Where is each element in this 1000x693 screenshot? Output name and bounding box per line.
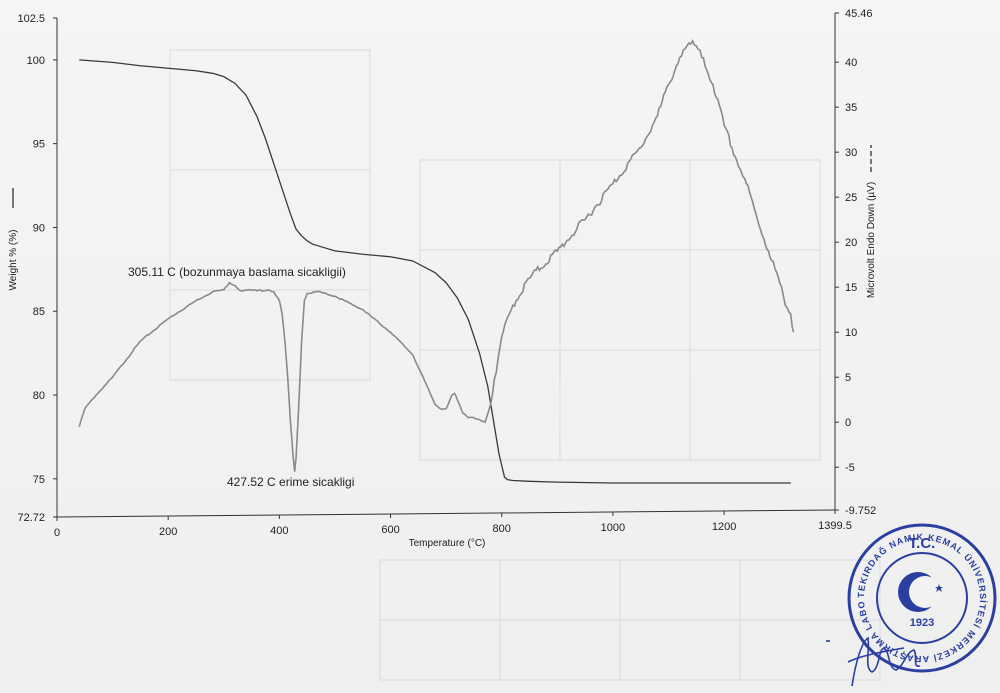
crescent-star-emblem	[898, 572, 943, 612]
x-tick-label: 600	[381, 524, 399, 536]
right-tick-label: 25	[845, 192, 857, 204]
right-tick-label: 45.46	[845, 8, 873, 20]
right-tick-label: 30	[845, 147, 857, 159]
left-tick-label: 80	[33, 390, 45, 402]
right-tick-label: -5	[845, 462, 855, 474]
annotation-decomposition-onset: 305.11 C (bozunmaya baslama sicakligii)	[128, 265, 346, 279]
x-axis-title: Temperature (°C)	[409, 538, 486, 549]
left-tick-label: 102.5	[17, 13, 45, 25]
left-axis-title-group: Weight % (%)	[8, 188, 19, 290]
left-axis-title: Weight % (%)	[8, 230, 19, 291]
right-tick-label: 5	[845, 372, 851, 384]
right-axis-title: Microvolt Endo Down (µV)	[866, 182, 877, 298]
left-tick-label: 95	[33, 139, 45, 151]
x-tick-label: 1000	[601, 522, 625, 534]
x-tick-label: 200	[159, 526, 177, 538]
series-microvolt-curve	[78, 39, 795, 472]
official-stamp: TEKIRDAĞ NAMIK KEMAL ÜNİVERSİTESİ MERKEZ…	[847, 523, 997, 673]
x-tick-label: 1200	[712, 521, 736, 533]
x-axis-ticks: 0 200 400 600 800 1000 1200 1399.5	[54, 510, 852, 539]
right-axis-ticks: -9.752 -5 0 5 10 15 20 25 30 35 40 45.46	[835, 8, 876, 517]
left-tick-label: 75	[33, 474, 45, 486]
bleed-through-pattern	[169, 49, 881, 681]
right-tick-label: -9.752	[845, 505, 876, 517]
bottom-axis-line	[56, 509, 836, 518]
x-tick-label: 1399.5	[818, 520, 852, 532]
right-tick-label: 40	[845, 57, 857, 69]
left-tick-label: 85	[33, 306, 45, 318]
stamp-year: 1923	[910, 617, 934, 629]
left-axis-ticks: 72.72 75 80 85 90 95 100 102.5	[17, 13, 57, 524]
right-axis-title-group: Microvolt Endo Down (µV)	[866, 145, 877, 298]
series-weight-curve	[79, 59, 791, 484]
right-tick-label: 35	[845, 102, 857, 114]
stamp-outer-ring	[847, 523, 997, 673]
x-tick-label: 0	[54, 527, 60, 539]
x-tick-label: 400	[270, 525, 288, 537]
right-tick-label: 10	[845, 327, 857, 339]
stamp-top-text: T.C.	[909, 535, 936, 552]
left-tick-label: 72.72	[17, 512, 45, 524]
right-tick-label: 0	[845, 417, 851, 429]
left-tick-label: 100	[27, 55, 45, 67]
left-tick-label: 90	[33, 222, 45, 234]
x-tick-label: 800	[493, 523, 511, 535]
stamp-inner-ring	[876, 552, 968, 644]
right-tick-label: 15	[845, 282, 857, 294]
annotation-melting-point: 427.52 C erime sicakligi	[227, 475, 354, 489]
axes-group	[56, 13, 836, 518]
right-tick-label: 20	[845, 237, 857, 249]
handwritten-signature	[826, 636, 921, 687]
